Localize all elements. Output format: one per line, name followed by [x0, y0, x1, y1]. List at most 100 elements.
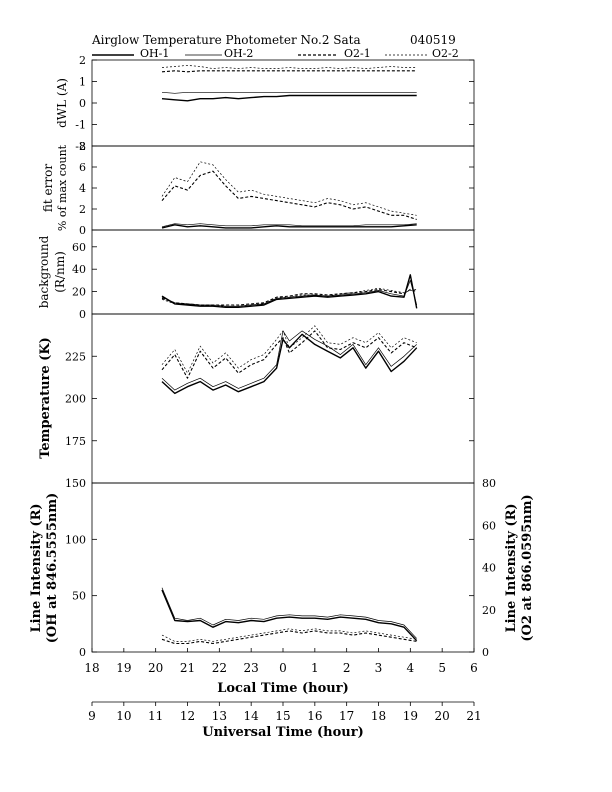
- x-tick-label: 10: [116, 709, 131, 723]
- y-axis-label-secondary: (OH at 846.5555nm): [45, 493, 60, 643]
- y-ticks: 60 40 20 0: [72, 241, 474, 321]
- x-tick-label: 6: [470, 661, 478, 675]
- x-tick-label: 11: [148, 709, 163, 723]
- y-tick-label-right: 0: [482, 646, 489, 659]
- y-tick-label: 200: [65, 393, 86, 406]
- series-line-oh-2: [161, 330, 417, 391]
- y-tick-label: 50: [72, 590, 86, 603]
- y-tick-label-right: 40: [482, 562, 496, 575]
- y-tick-label: 0: [79, 646, 86, 659]
- series-line-oh-2: [161, 91, 417, 94]
- y-tick-label-right: 20: [482, 604, 496, 617]
- y-tick-label: 100: [65, 533, 86, 546]
- x-axis-label-local: Local Time (hour): [217, 681, 349, 696]
- y-tick-label: 150: [65, 477, 86, 490]
- x-tick-label: 21: [180, 661, 195, 675]
- series-line-oh-1: [161, 333, 418, 395]
- series-group: [161, 274, 418, 309]
- panel-dwl: 2 1 0 -1 -2 dWL (A): [55, 54, 475, 153]
- x-tick-label: 13: [212, 709, 227, 723]
- x-tick-label: 17: [339, 709, 354, 723]
- panel-line-intensity: 150 100 50 0 80 60 40 20 0 Line Intensity (R) (…: [29, 477, 535, 659]
- y-tick-label: 0: [79, 308, 86, 321]
- series-line-o2-1: [161, 330, 417, 379]
- x-tick-label: 4: [407, 661, 415, 675]
- y-axis-label-right-secondary: (O2 at 866.0595nm): [520, 494, 535, 641]
- x-tick-label: 22: [212, 661, 227, 675]
- y-axis-label-secondary: % of max count: [56, 144, 69, 231]
- y-tick-label-right: 80: [482, 477, 496, 490]
- y-ticks: 8 6 4 2 0: [79, 140, 474, 237]
- y-axis-label-right: Line Intensity (R): [504, 503, 519, 632]
- x-tick-label: 20: [435, 709, 450, 723]
- x-tick-label: 1: [311, 661, 319, 675]
- y-tick-label: 4: [79, 182, 86, 195]
- x-tick-label: 20: [148, 661, 163, 675]
- y-tick-label: 40: [72, 263, 86, 276]
- legend-label: O2-1: [344, 47, 371, 60]
- series-line-o2-2: [161, 628, 417, 642]
- series-line-o2-2: [161, 325, 417, 374]
- chart-title: Airglow Temperature Photometer No.2 Sata: [91, 33, 361, 47]
- series-line-oh-2: [161, 280, 418, 307]
- panel-fit-error: 8 6 4 2 0 fit error % of max count: [41, 140, 475, 237]
- y-axis-label: fit error: [41, 164, 55, 212]
- y-tick-label: 2: [79, 54, 86, 67]
- series-line-o2-1: [161, 630, 417, 645]
- series-group: [161, 65, 417, 102]
- series-line-oh-2: [161, 587, 417, 639]
- x-tick-label: 23: [244, 661, 259, 675]
- y-axis-label: Line Intensity (R): [29, 503, 44, 632]
- y-ticks: 225 200 175: [65, 350, 474, 448]
- x-tick-label: 16: [307, 709, 322, 723]
- y-tick-label: 175: [65, 435, 86, 448]
- chart-date: 040519: [410, 33, 456, 47]
- series-line-oh-2: [161, 223, 417, 228]
- y-ticks-right: 80 60 40 20 0: [482, 477, 496, 659]
- series-group: [161, 587, 418, 645]
- y-ticks: 150 100 50 0: [65, 477, 474, 659]
- y-tick-label: 20: [72, 286, 86, 299]
- x-tick-label: 18: [371, 709, 386, 723]
- series-group: [161, 161, 417, 229]
- y-tick-label: 225: [65, 350, 86, 363]
- series-line-o2-1: [161, 288, 417, 306]
- legend-label: O2-2: [432, 47, 459, 60]
- x-tick-label: 19: [116, 661, 131, 675]
- x-ticks-ut: 9 10 11 12 13 14 15 16 17 18 19 20 21: [88, 702, 482, 723]
- x-ticks-local: 18 19 20 21 22 23 0 1 2 3 4 5 6: [84, 648, 478, 675]
- panel-temperature: 225 200 175 Temperature (K): [38, 313, 475, 484]
- y-tick-label: 8: [79, 140, 86, 153]
- panel-background: 60 40 20 0 background (R/nm): [37, 229, 475, 321]
- y-tick-label-right: 60: [482, 519, 496, 532]
- x-tick-label: 2: [343, 661, 351, 675]
- y-axis-label: Temperature (K): [38, 337, 53, 459]
- y-tick-label: -1: [75, 119, 86, 132]
- x-tick-label: 21: [466, 709, 481, 723]
- x-tick-label: 19: [403, 709, 418, 723]
- x-axis-label-ut: Universal Time (hour): [202, 725, 364, 740]
- series-line-o2-1: [161, 70, 417, 73]
- x-tick-label: 12: [180, 709, 195, 723]
- series-line-o2-2: [161, 161, 417, 216]
- series-line-oh-1: [161, 589, 418, 642]
- y-tick-label: 0: [79, 97, 86, 110]
- series-line-oh-1: [161, 94, 417, 102]
- y-axis-label: background: [37, 235, 51, 308]
- x-tick-label: 18: [84, 661, 99, 675]
- x-tick-label: 14: [244, 709, 260, 723]
- series-line-o2-2: [161, 287, 417, 307]
- y-tick-label: 0: [79, 224, 86, 237]
- y-tick-label: 2: [79, 203, 86, 216]
- x-tick-label: 15: [275, 709, 290, 723]
- y-axis-label: dWL (A): [55, 78, 69, 128]
- legend-label: OH-2: [224, 47, 253, 60]
- y-tick-label: -2: [75, 140, 86, 153]
- x-tick-label: 5: [438, 661, 446, 675]
- x-tick-label: 9: [88, 709, 96, 723]
- series-line-o2-2: [161, 65, 417, 69]
- series-line-o2-1: [161, 170, 417, 221]
- y-axis-label-secondary: (R/nm): [53, 251, 67, 293]
- y-tick-label: 1: [79, 76, 86, 89]
- x-tick-label: 3: [375, 661, 383, 675]
